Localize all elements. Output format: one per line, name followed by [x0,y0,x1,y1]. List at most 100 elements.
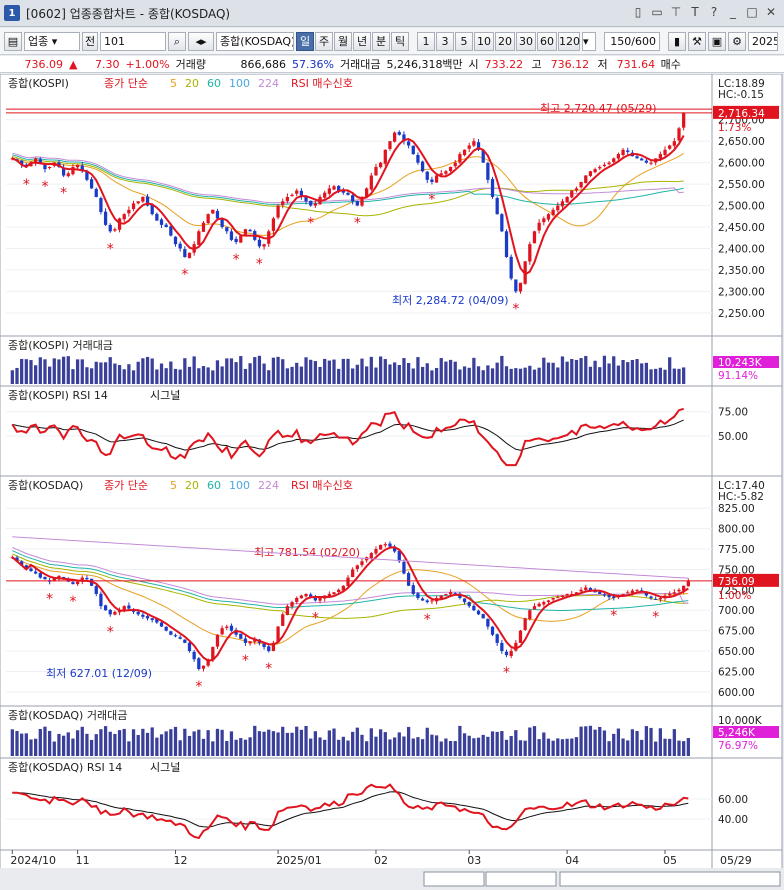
kospi-amount-amount-bar [248,363,252,384]
window-layout-icon[interactable]: ▭ [651,5,663,19]
font-size-icon[interactable]: T [691,5,699,19]
kosdaq-rsi-ytick-1: 40.00 [718,814,748,826]
kospi-candle-body [103,211,108,225]
kosdaq-amount-amount-bar [327,730,331,756]
kospi-buy-signal-mark: * [233,252,240,268]
kospi-candle-body [299,190,304,197]
layout-icon[interactable]: ▤ [4,31,22,51]
kospi-amount-amount-bar [514,368,518,384]
panel-dp-axis-bg [711,475,783,707]
kospi-candle-body [332,186,336,190]
kosdaq-candle-body [514,642,518,651]
interval-button-20[interactable]: 20 [495,31,515,51]
chart-svg[interactable]: 2,700.002,650.002,600.002,550.002,500.00… [0,73,784,890]
kospi-amount-amount-bar [453,361,457,384]
title-bar: 1 [0602] 업종종합차트 - 종합(KOSDAQ) ▯ ▭ ⊤ T ? _… [0,0,784,27]
date-field[interactable]: 2025 [748,31,778,51]
help-icon[interactable]: ? [710,5,718,19]
kospi-candle-body [234,238,238,243]
period-tab-3[interactable]: 년 [353,31,371,51]
interval-button-1[interactable]: 1 [417,31,435,51]
kospi-candle-body [323,192,327,198]
kosdaq-last-price-label: 736.09 [718,576,755,588]
pin-icon[interactable]: ⊤ [670,5,682,19]
search-icon[interactable]: ⌕ [168,31,186,51]
prev-button[interactable]: 전 [82,31,98,51]
period-tab-5[interactable]: 틱 [391,31,409,51]
count-field[interactable]: 150/600 [604,31,660,51]
kospi-amount-amount-bar [635,359,639,384]
kospi-amount-amount-bar [532,369,537,384]
period-tab-0[interactable]: 일 [296,31,314,51]
period-tab-2[interactable]: 월 [334,31,352,51]
period-tab-1[interactable]: 주 [315,31,333,51]
kospi-ytick-5: 2,450.00 [718,222,765,234]
kospi-candle-body [220,218,224,228]
kosdaq-candle-body [267,646,271,652]
kospi-amount-last-box [713,356,779,368]
kospi-candle-body [495,198,499,215]
save-icon[interactable]: ▣ [708,31,726,51]
link-icon[interactable]: ▯ [634,5,642,19]
kospi-amount-amount-bar [621,359,625,384]
kosdaq-amount-amount-bar [467,735,471,756]
kosdaq-buy-signal-mark: * [242,653,249,669]
period-tab-4[interactable]: 분 [372,31,390,51]
kosdaq-candle-body [341,585,345,591]
kosdaq-candle-body [234,629,238,635]
kospi-amount-amount-bar [607,363,611,384]
interval-dropdown[interactable]: ▾ [582,31,596,51]
x-label-3: 2025/01 [276,854,322,867]
interval-button-60[interactable]: 60 [537,31,557,51]
kosdaq-amount-amount-bar [75,730,80,756]
kosdaq-ytick-5: 700.00 [718,605,755,617]
kosdaq-amount-amount-bar [248,737,252,756]
maximize-icon[interactable]: □ [746,5,758,19]
kosdaq-amount-amount-bar [201,738,206,756]
kospi-candle-body [682,112,686,128]
kospi-amount-amount-bar [546,362,551,384]
kosdaq-amount-amount-bar [309,738,313,756]
kospi-candle-body [89,179,94,189]
tools-icon[interactable]: ⚒ [688,31,706,51]
kosdaq-amount-amount-bar [197,729,201,756]
interval-button-5[interactable]: 5 [455,31,473,51]
kospi-candle-body [560,201,565,207]
kospi-amount-amount-bar [327,360,331,384]
kospi-amount-last-label: 10,243K [718,357,763,369]
speaker-icon[interactable]: ◂▸ [188,31,214,51]
candle-style-icon[interactable]: ▮ [668,31,686,51]
settings-icon[interactable]: ⚙ [728,31,746,51]
minimize-icon[interactable]: _ [730,5,736,19]
chart-area[interactable]: 2,700.00 2,650.00 2,600.00 2,550.00 2,500.00… [0,73,784,890]
kospi-amount-amount-bar [34,365,38,384]
close-icon[interactable]: ✕ [765,5,777,19]
kospi-amount-amount-bar [136,361,140,384]
low-value: 731.64 [616,57,656,71]
interval-button-3[interactable]: 3 [436,31,454,51]
kosdaq-amount-amount-bar [122,728,126,756]
kosdaq-candle-body [215,634,220,647]
kospi-amount-title: 종합(KOSPI) 거래대금 [8,339,113,352]
interval-button-120[interactable]: 120 [558,31,580,51]
kospi-candle-body [281,201,285,206]
kosdaq-candle-body [94,586,98,594]
kosdaq-candle-body [103,605,108,611]
interval-button-30[interactable]: 30 [516,31,536,51]
kosdaq-candle-body [518,630,523,643]
kospi-amount-amount-bar [276,356,280,384]
market-select[interactable]: 업종 ▾ [24,31,80,51]
x-label-6: 04 [565,854,579,867]
kosdaq-amount-amount-bar [99,729,103,756]
kosdaq-rsi-signal-label: 시그널 [150,761,180,774]
kospi-ma-100-line [12,154,684,205]
kosdaq-amount-amount-bar [486,736,490,756]
kospi-amount-amount-bar [313,361,317,384]
code-input[interactable]: 101 [100,31,166,51]
interval-button-10[interactable]: 10 [474,31,494,51]
kospi-amount-amount-bar [537,367,541,384]
kosdaq-ma-224-line [12,536,689,579]
kospi-amount-amount-bar [94,361,98,384]
kospi-amount-amount-bar [122,369,126,384]
kospi-candle-body [43,163,47,170]
